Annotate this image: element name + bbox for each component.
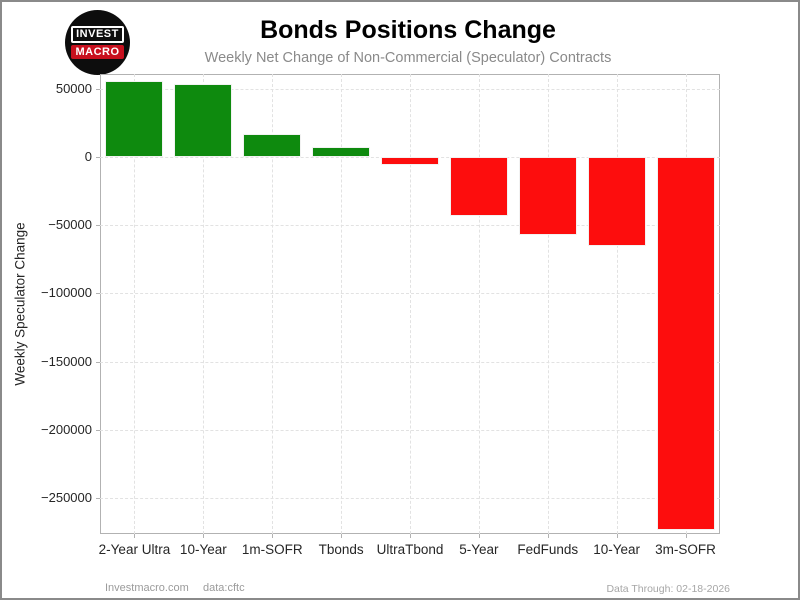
y-tick-mark bbox=[96, 225, 100, 227]
x-tick-label: FedFunds bbox=[517, 542, 579, 557]
y-tick-mark bbox=[96, 88, 100, 90]
gridline-vertical bbox=[272, 74, 274, 534]
x-tick-mark bbox=[547, 534, 549, 538]
bar-5-year bbox=[449, 157, 508, 217]
chart-title: Bonds Positions Change bbox=[260, 16, 556, 44]
bar-2-year-ultra bbox=[105, 81, 164, 158]
x-tick-mark bbox=[341, 534, 343, 538]
y-tick-mark bbox=[96, 361, 100, 363]
y-tick-mark bbox=[96, 429, 100, 431]
footer-site: Investmacro.com bbox=[105, 582, 189, 594]
y-tick-label: −250000 bbox=[41, 489, 92, 505]
gridline-vertical bbox=[134, 74, 136, 534]
gridline-vertical bbox=[203, 74, 205, 534]
x-tick-label: 5-Year bbox=[459, 542, 499, 557]
x-tick-mark bbox=[616, 534, 618, 538]
investmacro-logo: INVEST MACRO bbox=[65, 10, 130, 75]
footer-data-through: Data Through: 02-18-2026 bbox=[606, 583, 730, 595]
gridline-vertical bbox=[616, 74, 618, 534]
bar-ultratbond bbox=[381, 157, 439, 166]
bar-10-year bbox=[174, 83, 233, 158]
x-tick-mark bbox=[685, 534, 687, 538]
y-tick-label: −100000 bbox=[41, 285, 92, 301]
x-tick-label: 1m-SOFR bbox=[241, 542, 303, 557]
y-tick-mark bbox=[96, 293, 100, 295]
bar-10-year bbox=[587, 157, 646, 247]
x-tick-label: Tbonds bbox=[318, 542, 364, 557]
logo-macro-text: MACRO bbox=[71, 45, 124, 59]
x-tick-label: 2-Year Ultra bbox=[98, 542, 171, 557]
y-tick-mark bbox=[96, 157, 100, 159]
y-tick-mark bbox=[96, 497, 100, 499]
x-tick-mark bbox=[134, 534, 136, 538]
bar-1m-sofr bbox=[243, 134, 302, 158]
x-tick-label: UltraTbond bbox=[376, 542, 444, 557]
footer-source: data:cftc bbox=[203, 582, 245, 594]
x-tick-label: 10-Year bbox=[593, 542, 641, 557]
x-tick-label: 10-Year bbox=[179, 542, 227, 557]
gridline-vertical bbox=[410, 74, 411, 534]
y-tick-label: −150000 bbox=[41, 353, 92, 369]
plot-area: 50000 0 −50000 −100000 −150000 −200000 −250000… bbox=[41, 74, 720, 557]
x-tick-mark bbox=[272, 534, 274, 538]
gridline-vertical bbox=[547, 74, 549, 534]
gridline-vertical bbox=[341, 74, 343, 534]
y-tick-label: 0 bbox=[84, 149, 92, 165]
x-tick-mark bbox=[478, 534, 480, 538]
y-axis-label: Weekly Speculator Change bbox=[12, 222, 28, 386]
x-tick-mark bbox=[203, 534, 205, 538]
y-tick-label: 50000 bbox=[55, 80, 92, 96]
bar-3m-sofr bbox=[656, 157, 715, 530]
y-tick-label: −200000 bbox=[41, 421, 92, 437]
x-tick-mark bbox=[410, 534, 411, 538]
bar-fedfunds bbox=[518, 157, 577, 236]
chart-subtitle: Weekly Net Change of Non-Commercial (Spe… bbox=[204, 50, 612, 66]
x-tick-label: 3m-SOFR bbox=[655, 542, 716, 557]
bar-tbonds bbox=[312, 147, 371, 158]
logo-invest-text: INVEST bbox=[71, 26, 124, 43]
gridline-vertical bbox=[478, 74, 480, 534]
y-tick-label: −50000 bbox=[48, 217, 92, 233]
